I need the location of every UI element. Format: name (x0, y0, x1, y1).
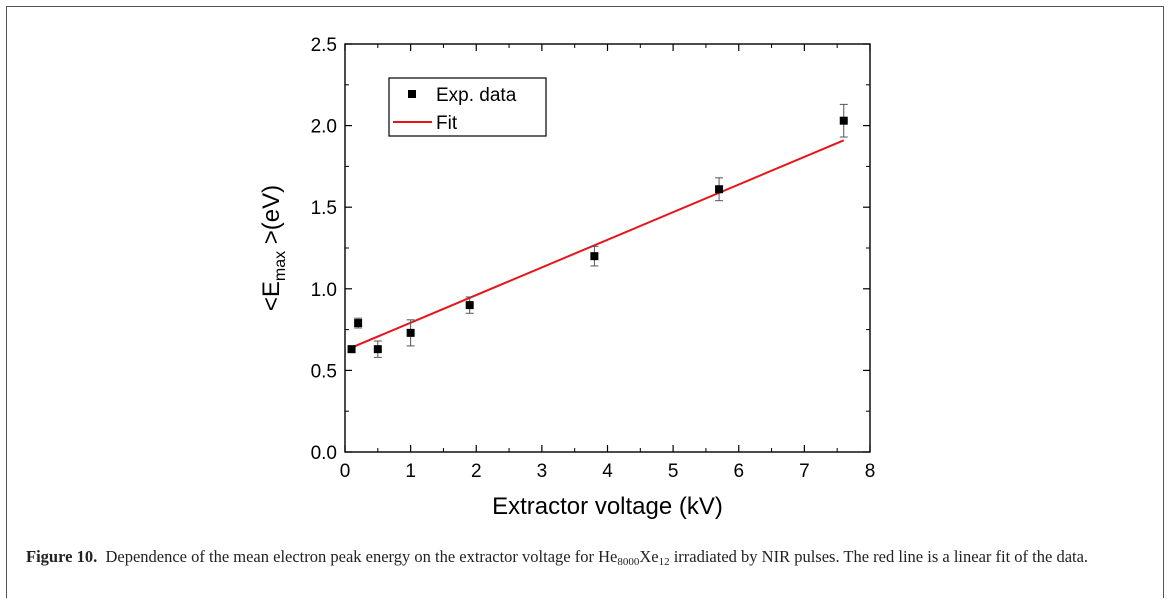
chart-axes: 0 1 2 3 4 5 6 7 8 0.0 0.5 1.0 1.5 2.0 2.5 Extractor vol… (258, 35, 875, 520)
x-tick-label: 5 (668, 461, 679, 482)
caption-label: Figure 10. (26, 547, 98, 566)
x-tick-label: 4 (602, 461, 613, 482)
legend-label-exp: Exp. data (436, 85, 517, 106)
legend-box (388, 77, 547, 137)
data-point (590, 252, 599, 261)
caption-sub-xe: 12 (658, 556, 670, 568)
data-point (406, 328, 415, 337)
x-tick-label: 3 (537, 461, 548, 482)
x-axis-label: Extractor voltage (kV) (492, 493, 723, 520)
y-tick-label: 1.0 (311, 280, 337, 301)
x-tick-label: 1 (405, 461, 416, 482)
figure-caption: Figure 10. Dependence of the mean electr… (26, 545, 1146, 568)
data-point (347, 345, 356, 354)
y-tick-label: 1.5 (311, 198, 337, 219)
data-point (465, 301, 474, 310)
legend-marker-exp (408, 90, 416, 98)
chart-legend: Exp. data Fit (388, 77, 547, 137)
caption-text-mid: Xe (639, 547, 659, 566)
x-tick-label: 7 (799, 461, 810, 482)
fit-line (351, 139, 845, 349)
y-tick-label: 0.5 (311, 361, 337, 382)
chart-marks (347, 103, 848, 358)
figure-frame (6, 6, 1164, 598)
data-point (839, 116, 848, 125)
x-tick-label: 6 (733, 461, 744, 482)
y-tick-label: 2.5 (311, 35, 337, 56)
caption-text-after: irradiated by NIR pulses. The red line i… (669, 547, 1089, 566)
y-axis-label: <Emax >(eV) (258, 185, 289, 311)
caption-text-before: Dependence of the mean electron peak ene… (105, 547, 618, 566)
y-tick-label: 0.0 (311, 443, 337, 464)
x-tick-label: 8 (865, 461, 876, 482)
data-point (354, 319, 363, 328)
scatter-chart: 0 1 2 3 4 5 6 7 8 0.0 0.5 1.0 1.5 2.0 2.5 Extractor vol… (258, 35, 875, 520)
legend-label-fit: Fit (436, 113, 458, 134)
y-tick-label: 2.0 (311, 117, 337, 138)
x-tick-label: 0 (340, 461, 351, 482)
x-tick-label: 2 (471, 461, 482, 482)
data-point (373, 345, 382, 354)
caption-sub-he: 8000 (617, 556, 640, 568)
data-point (715, 185, 724, 194)
